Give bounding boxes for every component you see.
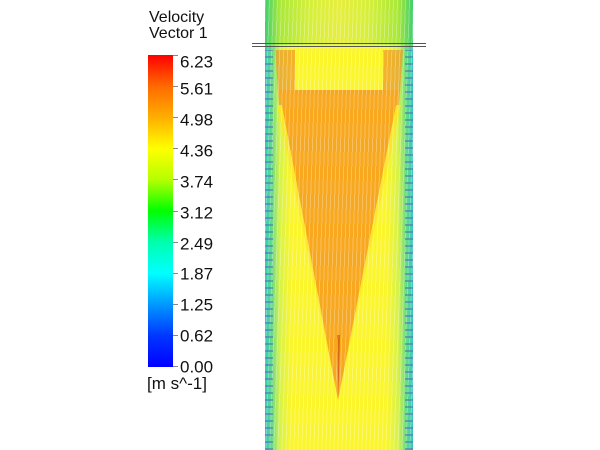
interface-line-upper xyxy=(252,43,426,44)
legend-title-line1: Velocity xyxy=(149,9,205,26)
colorbar-tick xyxy=(173,117,178,118)
colorbar-tick-label: 3.12 xyxy=(180,203,214,223)
inlet-section xyxy=(265,0,413,45)
colorbar-tick-label: 4.98 xyxy=(180,110,214,130)
colorbar-tick xyxy=(173,148,178,149)
colorbar-tick-label: 2.49 xyxy=(180,234,214,254)
colorbar-tick xyxy=(173,366,178,367)
colorbar xyxy=(148,55,173,367)
colorbar-tick-label: 1.25 xyxy=(180,295,214,315)
colorbar-tick xyxy=(173,242,178,243)
right-wall-vectors xyxy=(405,50,413,450)
colorbar-tick xyxy=(173,211,178,212)
core-jet-cone xyxy=(275,50,403,400)
colorbar-tick-label: 5.61 xyxy=(180,79,214,99)
colorbar-tick xyxy=(173,335,178,336)
colorbar-tick-label: 0.62 xyxy=(180,326,214,346)
left-wall-vectors xyxy=(265,50,273,450)
interface-line-lower xyxy=(252,46,426,47)
colorbar-tick-label: 4.36 xyxy=(180,141,214,161)
colorbar-tick xyxy=(173,86,178,87)
colorbar-units: [m s^-1] xyxy=(147,374,207,393)
colorbar-tick-label: 3.74 xyxy=(180,172,214,192)
colorbar-tick-label: 6.23 xyxy=(180,52,214,72)
colorbar-tick xyxy=(173,273,178,274)
colorbar-tick xyxy=(173,304,178,305)
colorbar-tick xyxy=(173,179,178,180)
legend-title-line2: Vector 1 xyxy=(149,25,208,42)
colorbar-tick xyxy=(173,55,178,56)
velocity-field xyxy=(265,0,413,450)
colorbar-tick-label: 1.87 xyxy=(180,264,214,284)
colorbar-tick-label: 0.00 xyxy=(180,357,214,377)
legend-title: Velocity Vector 1 xyxy=(149,10,208,42)
vector-arrows xyxy=(265,0,413,450)
